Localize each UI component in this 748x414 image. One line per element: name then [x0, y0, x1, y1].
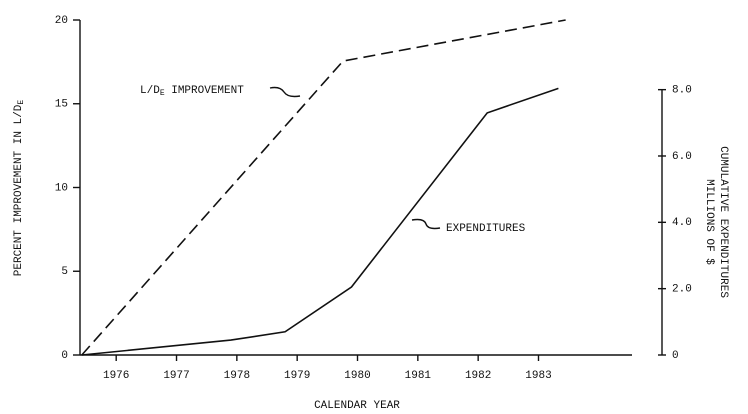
x-tick-label: 1980: [344, 370, 370, 382]
y-axis-label: PERCENT IMPROVEMENT IN L/DE: [13, 100, 26, 277]
y-axis-label-main: PERCENT IMPROVEMENT IN L/D: [13, 104, 25, 276]
x-tick-label: 1981: [405, 370, 432, 382]
y2-tick-label: 0: [672, 350, 679, 362]
annotation-text: L/D: [140, 85, 160, 97]
x-tick-label: 1978: [224, 370, 250, 382]
leader-line: [269, 86, 301, 98]
x-tick-label: 1977: [163, 370, 189, 382]
y2-tick-label: 6.0: [672, 151, 692, 163]
annotation-sub: E: [160, 89, 165, 98]
y-tick-label: 0: [61, 350, 68, 362]
y-tick-label: 10: [55, 182, 68, 194]
annotation: L/DE IMPROVEMENT: [140, 85, 244, 98]
series-line: [81, 19, 566, 356]
annotation-text: IMPROVEMENT: [165, 85, 245, 97]
y2-tick-label: 8.0: [672, 85, 692, 97]
y2-axis-label: MILLIONS OF $: [703, 179, 715, 265]
series-line: [81, 87, 559, 356]
y2-tick-label: 4.0: [672, 217, 692, 229]
x-tick-label: 1976: [103, 370, 129, 382]
annotation: EXPENDITURES: [446, 223, 526, 235]
x-tick-label: 1982: [465, 370, 491, 382]
y-tick-label: 15: [55, 99, 68, 111]
x-axis-label: CALENDAR YEAR: [314, 400, 400, 412]
y2-axis-label: CUMULATIVE EXPENDITURES: [717, 146, 729, 298]
y2-tick-label: 2.0: [672, 284, 692, 296]
x-tick-label: 1979: [284, 370, 310, 382]
y-tick-label: 5: [61, 266, 68, 278]
y-tick-label: 20: [55, 15, 68, 27]
y-axis-label-sub: E: [17, 100, 26, 105]
leader-line: [411, 218, 441, 230]
x-tick-label: 1983: [525, 370, 551, 382]
